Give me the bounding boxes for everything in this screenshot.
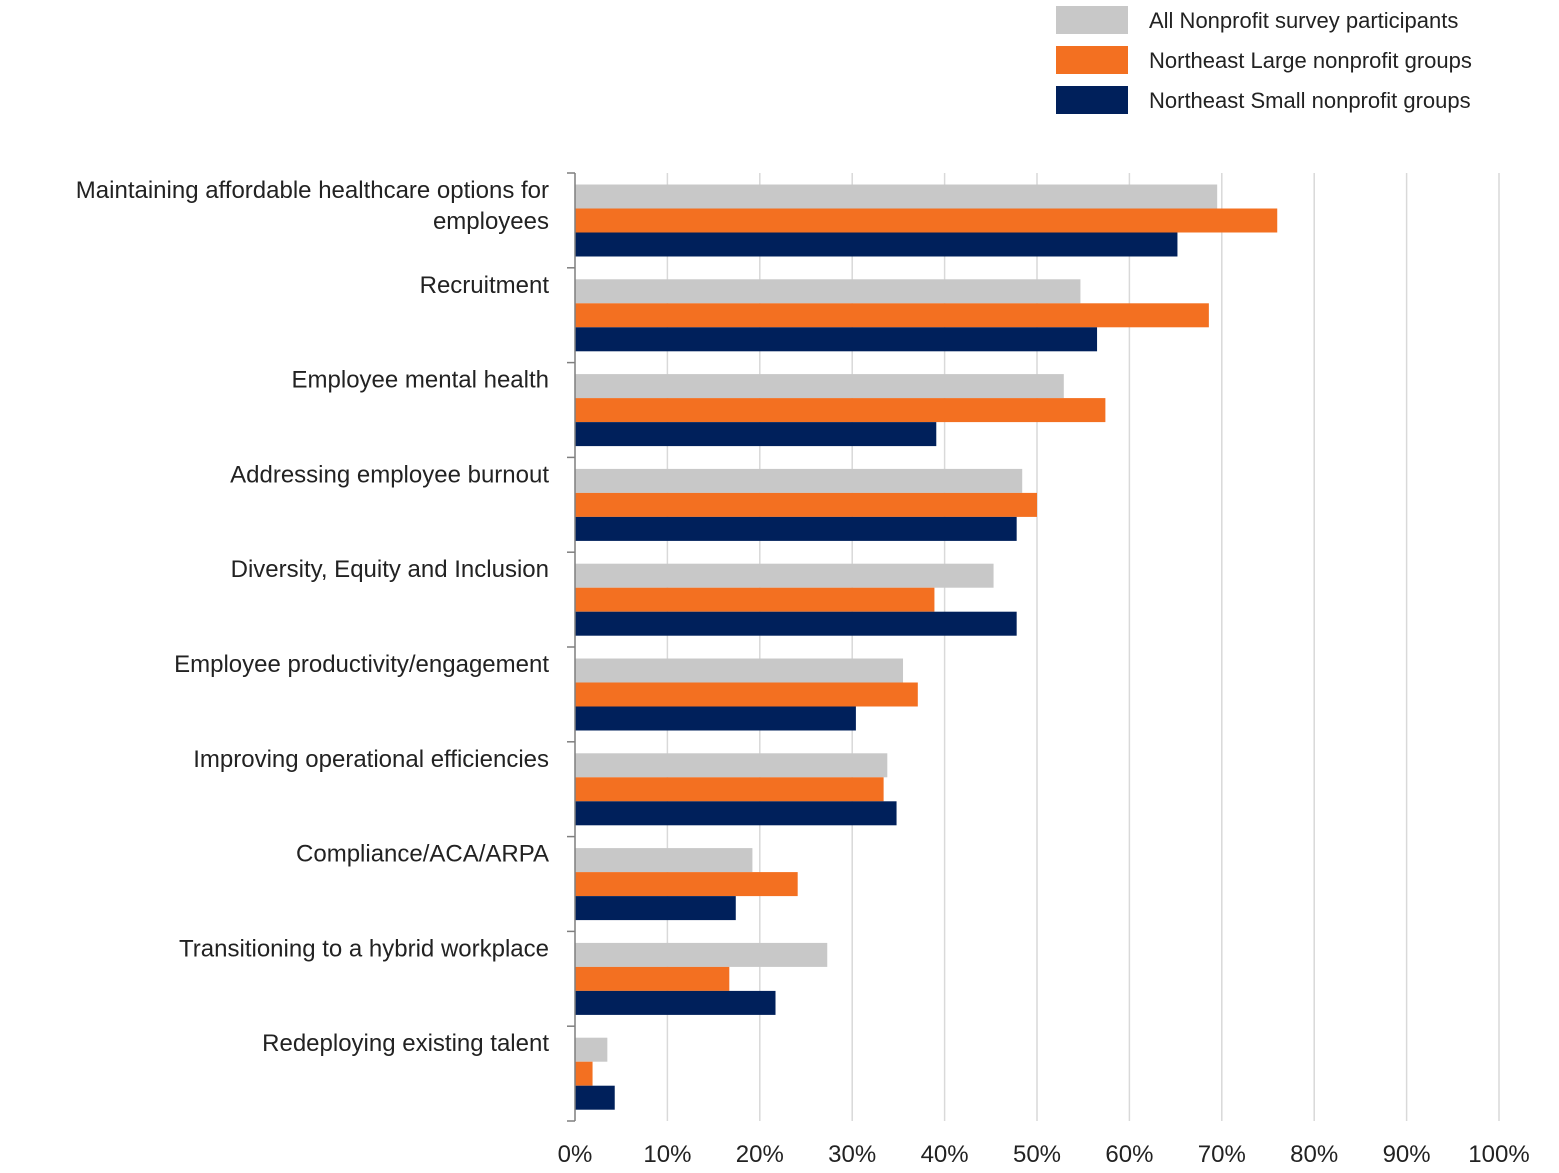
category-label: Employee productivity/engagement bbox=[174, 651, 549, 678]
x-axis-tick-labels: 0% 10% 20% 30% 40% 50% 60% 70% 80% 90% 100% bbox=[558, 1141, 1530, 1168]
bar bbox=[575, 942, 828, 967]
category-label-line: Addressing employee burnout bbox=[230, 461, 549, 488]
category-label: Improving operational efficiencies bbox=[193, 746, 549, 773]
category-label: Addressing employee burnout bbox=[230, 461, 549, 488]
x-tick-label: 10% bbox=[643, 1141, 691, 1168]
bar bbox=[575, 232, 1178, 257]
category-label: Transitioning to a hybrid workplace bbox=[179, 935, 549, 962]
x-tick-label: 50% bbox=[1013, 1141, 1061, 1168]
bar bbox=[575, 492, 1037, 517]
x-tick-label: 20% bbox=[736, 1141, 784, 1168]
bar bbox=[575, 611, 1017, 636]
category-label-line: Improving operational efficiencies bbox=[193, 746, 549, 773]
bar bbox=[575, 753, 888, 778]
x-tick-label: 40% bbox=[921, 1141, 969, 1168]
x-tick-label: 70% bbox=[1198, 1141, 1246, 1168]
bar bbox=[575, 327, 1098, 352]
category-label: Maintaining affordable healthcare option… bbox=[76, 177, 549, 235]
legend-label: Northeast Small nonprofit groups bbox=[1149, 88, 1471, 113]
category-label-line: Compliance/ACA/ARPA bbox=[296, 841, 549, 868]
bar bbox=[575, 468, 1023, 493]
x-tick-label: 0% bbox=[558, 1141, 593, 1168]
category-label-line: Employee productivity/engagement bbox=[174, 651, 549, 678]
legend-swatch bbox=[1056, 6, 1128, 34]
category-label: Compliance/ACA/ARPA bbox=[296, 841, 549, 868]
category-label: Employee mental health bbox=[292, 367, 549, 394]
bar bbox=[575, 777, 884, 802]
category-label: Diversity, Equity and Inclusion bbox=[231, 556, 549, 583]
category-label-line: Transitioning to a hybrid workplace bbox=[179, 935, 549, 962]
bar bbox=[575, 801, 897, 826]
bar bbox=[575, 658, 904, 683]
legend-swatch bbox=[1056, 86, 1128, 114]
bar bbox=[575, 303, 1209, 328]
category-label-line: Diversity, Equity and Inclusion bbox=[231, 556, 549, 583]
bar bbox=[575, 374, 1064, 399]
legend-label: All Nonprofit survey participants bbox=[1149, 8, 1458, 33]
bar bbox=[575, 184, 1218, 209]
category-label-line: Recruitment bbox=[420, 272, 550, 299]
x-tick-label: 100% bbox=[1468, 1141, 1529, 1168]
category-axis bbox=[567, 172, 576, 1122]
category-label: Redeploying existing talent bbox=[262, 1030, 549, 1057]
category-label: Recruitment bbox=[420, 272, 550, 299]
bar bbox=[575, 1061, 593, 1086]
bar bbox=[575, 1037, 608, 1062]
bar bbox=[575, 872, 798, 897]
x-tick-label: 90% bbox=[1383, 1141, 1431, 1168]
bar bbox=[575, 848, 753, 873]
x-tick-label: 60% bbox=[1105, 1141, 1153, 1168]
bar bbox=[575, 563, 994, 588]
category-labels: Maintaining affordable healthcare option… bbox=[76, 177, 550, 1057]
bar bbox=[575, 516, 1017, 541]
bar bbox=[575, 1085, 615, 1110]
legend-swatch bbox=[1056, 46, 1128, 74]
legend: All Nonprofit survey participants Northea… bbox=[1056, 6, 1472, 114]
bar bbox=[575, 208, 1278, 233]
bar bbox=[575, 279, 1081, 304]
bar bbox=[575, 398, 1106, 423]
category-label-line: employees bbox=[433, 208, 549, 235]
x-tick-label: 30% bbox=[828, 1141, 876, 1168]
category-label-line: Employee mental health bbox=[292, 367, 549, 394]
bar bbox=[575, 422, 937, 447]
bar bbox=[575, 682, 918, 707]
x-tick-label: 80% bbox=[1290, 1141, 1338, 1168]
bars bbox=[575, 184, 1278, 1110]
bar bbox=[575, 587, 935, 612]
bar bbox=[575, 966, 730, 991]
category-label-line: Maintaining affordable healthcare option… bbox=[76, 177, 549, 204]
bar bbox=[575, 990, 776, 1015]
bar bbox=[575, 896, 736, 921]
category-label-line: Redeploying existing talent bbox=[262, 1030, 549, 1057]
legend-label: Northeast Large nonprofit groups bbox=[1149, 48, 1472, 73]
bar bbox=[575, 706, 856, 731]
